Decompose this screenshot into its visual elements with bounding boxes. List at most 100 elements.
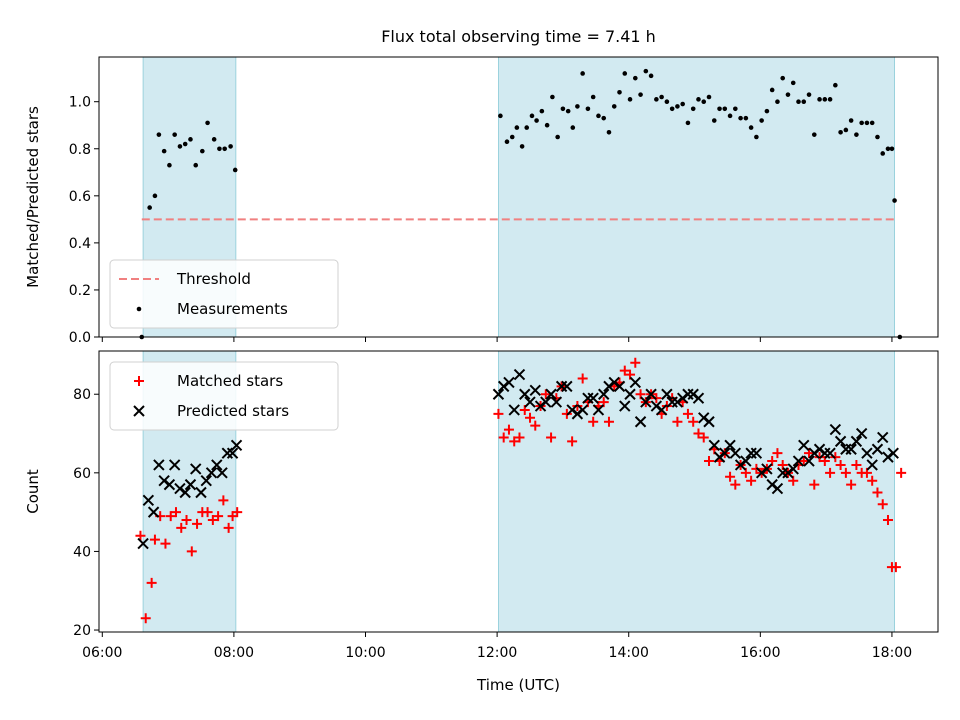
predicted-stars-point [184, 478, 197, 491]
measurements-point [843, 127, 849, 133]
matched-stars-point [181, 514, 192, 525]
measurements-point [806, 92, 812, 97]
predicted-stars-point [645, 388, 657, 400]
predicted-stars-point [613, 380, 626, 393]
x-tick-label: 14:00 [609, 645, 649, 661]
measurements-point [780, 75, 786, 81]
measurements-point [664, 99, 670, 105]
measurements-point [648, 73, 654, 79]
matched-stars-point [493, 408, 504, 419]
matched-stars-point [567, 436, 578, 447]
measurements-point [152, 193, 158, 199]
matched-stars-point [867, 475, 878, 486]
predicted-stars-point [703, 416, 715, 428]
predicted-stars-point [708, 439, 720, 452]
predicted-stars-point [195, 486, 207, 499]
legend-box [109, 361, 339, 431]
measurements-point [711, 118, 717, 123]
legend-label: Matched stars [177, 372, 283, 390]
y-tick-label: 60 [73, 466, 91, 482]
measurements-point [585, 106, 591, 112]
plot-frame [98, 350, 939, 633]
measurements-point [544, 122, 550, 128]
measurements-point [570, 125, 576, 130]
predicted-stars-point [850, 435, 863, 448]
matched-stars-point [603, 416, 614, 427]
measurements-point [790, 80, 796, 86]
measurements-point [706, 94, 712, 100]
measurements-point [550, 94, 555, 100]
measurements-point [838, 129, 843, 135]
predicted-stars-point [513, 368, 526, 381]
x-axis-label: Time (UTC) [476, 676, 560, 694]
measurements-point [539, 108, 545, 114]
measurements-point [205, 120, 210, 126]
measurements-point [785, 92, 791, 97]
predicted-stars-point [792, 455, 805, 467]
matched-stars-point [630, 357, 641, 368]
measurements-point [875, 134, 880, 140]
measurements-point [685, 120, 691, 126]
measurements-point [817, 97, 822, 102]
measurements-point [675, 104, 680, 109]
matched-stars-point [232, 507, 243, 518]
observing-window [498, 56, 895, 338]
predicted-stars-point [153, 459, 165, 471]
x-tick-label: 10:00 [345, 645, 385, 661]
measurements-point [848, 118, 854, 123]
measurements-point [188, 137, 193, 142]
y-tick-label: 40 [73, 544, 91, 560]
series-marks [139, 68, 903, 340]
predicted-stars-point [529, 384, 541, 397]
predicted-stars-point [545, 388, 557, 400]
predicted-stars-point [576, 404, 589, 416]
x-tick-label: 08:00 [214, 645, 254, 661]
predicted-stars-point [834, 435, 847, 448]
matched-stars-point [825, 467, 836, 478]
predicted-stars-point [200, 474, 212, 487]
predicted-stars-point [724, 439, 736, 452]
legend-label: Measurements [177, 300, 288, 318]
measurements-point [701, 99, 707, 105]
predicted-stars-point [503, 376, 515, 389]
matched-stars-point [202, 507, 213, 518]
predicted-stars-point [619, 400, 631, 412]
ratio-panel: 0.0 0.2 0.4 0.6 0.8 1.0 Matched/Predicted sta… [24, 56, 939, 346]
predicted-stars-point [230, 439, 243, 452]
series-marks [135, 357, 907, 624]
measurements-point [519, 144, 525, 149]
measurements-point [211, 137, 217, 142]
measurements-point [177, 144, 183, 149]
predicted-stars-point [519, 388, 531, 400]
measurements-point [633, 75, 638, 81]
y-tick-label: 0.0 [69, 330, 91, 346]
legend: Threshold Measurements [109, 259, 339, 329]
matched-stars-point [698, 432, 709, 443]
predicted-stars-point [561, 380, 573, 393]
predicted-stars-point [761, 463, 773, 475]
matched-stars-point [835, 459, 846, 470]
matched-stars-point [160, 538, 171, 549]
matched-stars-point [170, 507, 181, 518]
measurements-point [727, 113, 733, 119]
measurements-point [509, 134, 515, 140]
measurements-point [193, 162, 199, 168]
y-tick-label: 0.2 [69, 283, 91, 299]
matched-stars-point [846, 479, 857, 490]
y-tick-label: 0.6 [69, 189, 91, 205]
measurements-point [859, 120, 864, 126]
measurements-point [560, 106, 566, 112]
y-tick-label: 80 [73, 387, 91, 403]
predicted-stars-point [624, 388, 636, 400]
predicted-stars-point [524, 396, 536, 408]
predicted-stars-point [845, 443, 857, 455]
measurements-point [590, 94, 596, 100]
legend-box [109, 259, 339, 329]
matched-stars-point [546, 432, 557, 443]
measurements-point [696, 97, 701, 102]
y-tick-label: 20 [73, 623, 91, 639]
predicted-stars-point [216, 467, 228, 479]
measurements-point [172, 132, 177, 137]
matched-stars-point [525, 412, 536, 423]
measurements-point [606, 129, 612, 135]
